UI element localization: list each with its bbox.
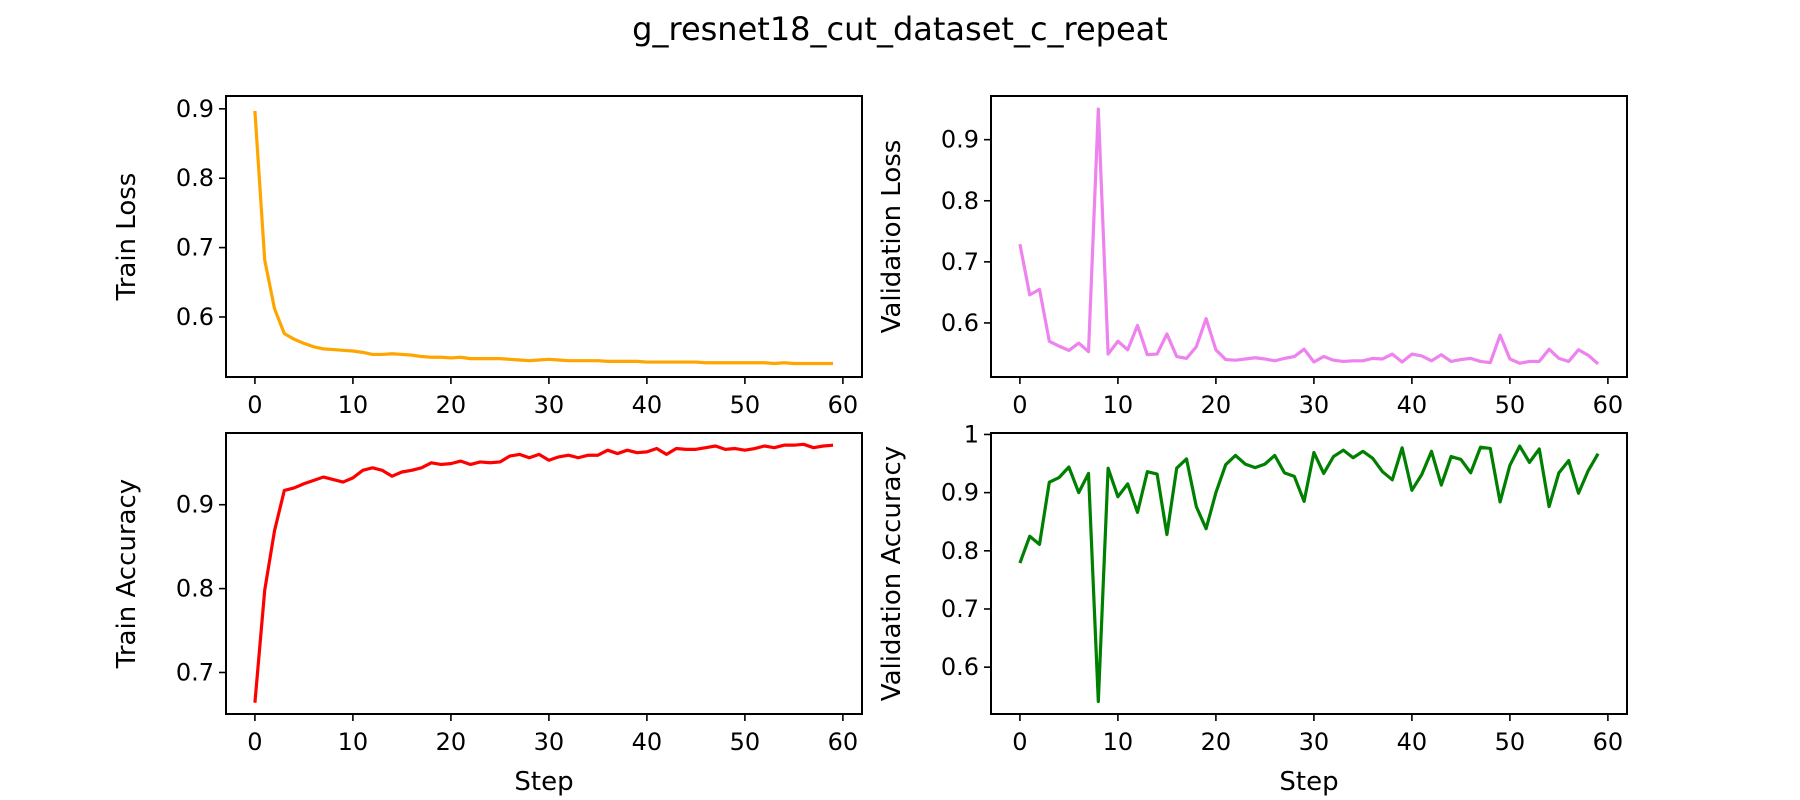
train-loss-xtick-label: 60 xyxy=(828,391,859,419)
train-accuracy-ytick-label: 0.9 xyxy=(176,491,214,519)
train-loss-xtick-label: 0 xyxy=(247,391,262,419)
subplot-validation-loss: 0 10 20 30 40 50 60 0.6 0.7 0.8 0.9 Validation Los… xyxy=(877,95,1628,419)
train-accuracy-xtick-label: 30 xyxy=(534,728,565,756)
validation-accuracy-ytick-label: 0.8 xyxy=(941,537,979,565)
subplot-train-accuracy: 0 10 20 30 40 50 60 0.7 0.8 0.9 Train Accuracy St… xyxy=(112,432,863,797)
validation-loss-xtick-label: 10 xyxy=(1103,391,1134,419)
validation-loss-xtick-label: 40 xyxy=(1397,391,1428,419)
validation-accuracy-xtick-label: 0 xyxy=(1012,728,1027,756)
train-loss-ytick-label: 0.6 xyxy=(176,303,214,331)
validation-accuracy-axes-frame xyxy=(990,432,1628,715)
validation-accuracy-line xyxy=(1018,444,1600,704)
train-loss-ytick-label: 0.7 xyxy=(176,234,214,262)
validation-accuracy-xlabel: Step xyxy=(1279,767,1338,797)
train-loss-xtick-label: 50 xyxy=(730,391,761,419)
validation-loss-xtick-label: 0 xyxy=(1012,391,1027,419)
train-accuracy-xtick-label: 20 xyxy=(436,728,467,756)
train-accuracy-xtick-label: 50 xyxy=(730,728,761,756)
train-accuracy-ytick-label: 0.7 xyxy=(176,658,214,686)
train-accuracy-xtick-label: 10 xyxy=(338,728,369,756)
train-loss-ytick-label: 0.9 xyxy=(176,95,214,123)
train-loss-xtick-label: 40 xyxy=(632,391,663,419)
validation-accuracy-ytick-label: 1 xyxy=(964,420,979,448)
subplot-train-loss: 0 10 20 30 40 50 60 0.6 0.7 0.8 0.9 Train Loss xyxy=(112,95,863,419)
train-accuracy-ylabel: Train Accuracy xyxy=(112,479,142,669)
validation-accuracy-ytick-label: 0.6 xyxy=(941,653,979,681)
subplot-validation-accuracy: 0 10 20 30 40 50 60 0.6 0.7 0.8 0.9 1 Validation Ac… xyxy=(877,420,1628,797)
validation-loss-xtick-label: 60 xyxy=(1593,391,1624,419)
validation-loss-ytick-label: 0.8 xyxy=(941,187,979,215)
validation-loss-ytick-label: 0.9 xyxy=(941,126,979,154)
validation-accuracy-xtick-label: 40 xyxy=(1397,728,1428,756)
train-loss-xtick-label: 20 xyxy=(436,391,467,419)
train-accuracy-xtick-label: 40 xyxy=(632,728,663,756)
validation-accuracy-xtick-label: 20 xyxy=(1201,728,1232,756)
validation-loss-ylabel: Validation Loss xyxy=(877,140,907,334)
validation-loss-line xyxy=(1018,107,1600,366)
validation-loss-xtick-label: 50 xyxy=(1495,391,1526,419)
validation-accuracy-ytick-label: 0.7 xyxy=(941,595,979,623)
validation-loss-xtick-label: 30 xyxy=(1299,391,1330,419)
validation-loss-xtick-label: 20 xyxy=(1201,391,1232,419)
train-accuracy-line xyxy=(253,442,834,703)
train-accuracy-xtick-label: 0 xyxy=(247,728,262,756)
validation-loss-ytick-label: 0.6 xyxy=(941,309,979,337)
train-loss-xtick-label: 10 xyxy=(338,391,369,419)
validation-accuracy-xtick-label: 30 xyxy=(1299,728,1330,756)
validation-loss-axes-frame xyxy=(990,95,1628,378)
validation-loss-ytick-label: 0.7 xyxy=(941,248,979,276)
train-accuracy-xlabel: Step xyxy=(514,767,573,797)
train-loss-ylabel: Train Loss xyxy=(112,173,142,302)
train-loss-xtick-label: 30 xyxy=(534,391,565,419)
validation-accuracy-ytick-label: 0.9 xyxy=(941,479,979,507)
train-accuracy-axes-frame xyxy=(225,432,863,715)
validation-accuracy-xtick-label: 60 xyxy=(1593,728,1624,756)
figure-title: g_resnet18_cut_dataset_c_repeat xyxy=(632,10,1168,48)
train-loss-ytick-label: 0.8 xyxy=(176,164,214,192)
validation-accuracy-ylabel: Validation Accuracy xyxy=(877,446,907,701)
train-accuracy-xtick-label: 60 xyxy=(828,728,859,756)
train-accuracy-ytick-label: 0.8 xyxy=(176,575,214,603)
validation-accuracy-xtick-label: 10 xyxy=(1103,728,1134,756)
train-loss-line xyxy=(253,110,834,366)
train-loss-axes-frame xyxy=(225,95,863,378)
validation-accuracy-xtick-label: 50 xyxy=(1495,728,1526,756)
